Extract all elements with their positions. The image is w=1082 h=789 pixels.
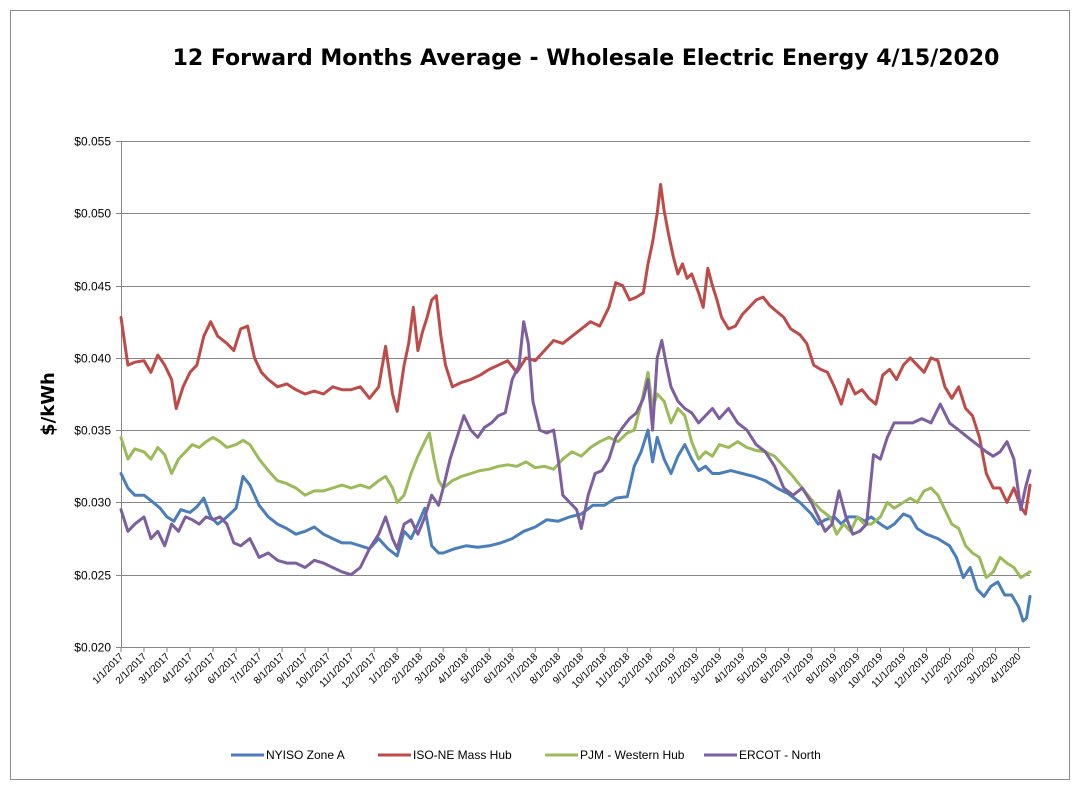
series-line-iso-ne-mass-hub <box>119 182 1032 516</box>
y-tick-label: $0.055 <box>74 135 111 149</box>
y-tick-label: $0.035 <box>74 424 111 438</box>
y-tick-label: $0.030 <box>74 496 111 510</box>
legend-label: PJM - Western Hub <box>580 748 685 762</box>
series-line-ercot-north <box>119 320 1032 577</box>
series-line-pjm-western-hub <box>119 370 1032 580</box>
y-tick-label: $0.040 <box>74 352 111 366</box>
chart-frame <box>10 10 1070 780</box>
legend-label: NYISO Zone A <box>266 748 345 762</box>
series-line-nyiso-zone-a <box>119 428 1032 623</box>
chart-title: 12 Forward Months Average - Wholesale El… <box>172 46 1000 71</box>
y-tick-label: $0.020 <box>74 641 111 655</box>
legend-label: ISO-NE Mass Hub <box>413 748 512 762</box>
y-axis-label: $/kWh <box>38 372 59 436</box>
y-tick-label: $0.050 <box>74 207 111 221</box>
y-tick-label: $0.025 <box>74 569 111 583</box>
legend-label: ERCOT - North <box>739 748 821 762</box>
legend: NYISO Zone A ISO-NE Mass Hub PJM - Western… <box>231 748 821 762</box>
y-tick-label: $0.045 <box>74 280 111 294</box>
